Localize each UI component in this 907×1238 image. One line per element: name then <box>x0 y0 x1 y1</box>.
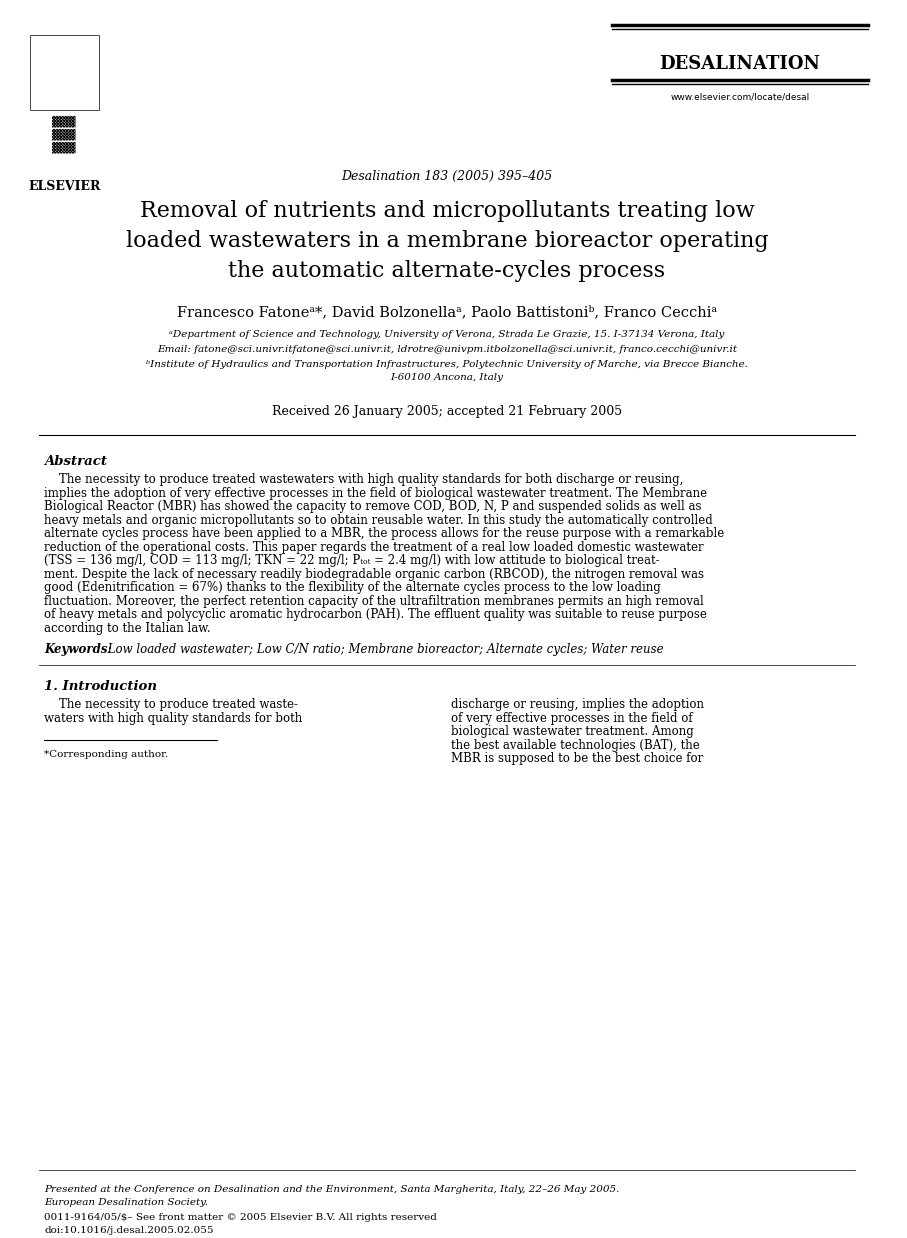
Text: DESALINATION: DESALINATION <box>659 54 821 73</box>
Text: the best available technologies (BAT), the: the best available technologies (BAT), t… <box>451 739 699 751</box>
Text: heavy metals and organic micropollutants so to obtain reusable water. In this st: heavy metals and organic micropollutants… <box>44 514 713 526</box>
Text: Email: fatone@sci.univr.itfatone@sci.univr.it, ldrotre@univpm.itbolzonella@sci.u: Email: fatone@sci.univr.itfatone@sci.uni… <box>157 345 736 354</box>
Text: of heavy metals and polycyclic aromatic hydrocarbon (PAH). The effluent quality : of heavy metals and polycyclic aromatic … <box>44 608 707 621</box>
Text: The necessity to produce treated wastewaters with high quality standards for bot: The necessity to produce treated wastewa… <box>44 473 684 487</box>
Text: reduction of the operational costs. This paper regards the treatment of a real l: reduction of the operational costs. This… <box>44 541 704 553</box>
Text: The necessity to produce treated waste-: The necessity to produce treated waste- <box>44 698 298 711</box>
Text: ELSEVIER: ELSEVIER <box>28 180 101 193</box>
Text: discharge or reusing, implies the adoption: discharge or reusing, implies the adopti… <box>451 698 704 711</box>
Text: ment. Despite the lack of necessary readily biodegradable organic carbon (RBCOD): ment. Despite the lack of necessary read… <box>44 567 705 581</box>
Text: Francesco Fatoneᵃ*, David Bolzonellaᵃ, Paolo Battistoniᵇ, Franco Cecchiᵃ: Francesco Fatoneᵃ*, David Bolzonellaᵃ, P… <box>177 305 717 319</box>
Text: according to the Italian law.: according to the Italian law. <box>44 621 211 635</box>
Text: Presented at the Conference on Desalination and the Environment, Santa Margherit: Presented at the Conference on Desalinat… <box>44 1185 619 1193</box>
Text: www.elsevier.com/locate/desal: www.elsevier.com/locate/desal <box>670 92 810 102</box>
Text: European Desalination Society.: European Desalination Society. <box>44 1198 209 1207</box>
Text: Biological Reactor (MBR) has showed the capacity to remove COD, BOD, N, P and su: Biological Reactor (MBR) has showed the … <box>44 500 702 513</box>
Text: doi:10.1016/j.desal.2005.02.055: doi:10.1016/j.desal.2005.02.055 <box>44 1226 214 1236</box>
Text: (TSS = 136 mg/l, COD = 113 mg/l; TKN = 22 mg/l; Pₜₒₜ = 2.4 mg/l) with low attitu: (TSS = 136 mg/l, COD = 113 mg/l; TKN = 2… <box>44 553 660 567</box>
Text: good (Edenitrification = 67%) thanks to the flexibility of the alternate cycles : good (Edenitrification = 67%) thanks to … <box>44 581 661 594</box>
Text: I-60100 Ancona, Italy: I-60100 Ancona, Italy <box>390 373 503 383</box>
Text: ▓▓▓▓
▓▓▓▓
▓▓▓▓: ▓▓▓▓ ▓▓▓▓ ▓▓▓▓ <box>53 115 76 154</box>
Text: ᵇInstitute of Hydraulics and Transportation Infrastructures, Polytechnic Univers: ᵇInstitute of Hydraulics and Transportat… <box>146 360 748 369</box>
Text: waters with high quality standards for both: waters with high quality standards for b… <box>44 712 303 724</box>
Text: biological wastewater treatment. Among: biological wastewater treatment. Among <box>451 725 694 738</box>
Text: MBR is supposed to be the best choice for: MBR is supposed to be the best choice fo… <box>451 751 703 765</box>
Text: alternate cycles process have been applied to a MBR, the process allows for the : alternate cycles process have been appli… <box>44 527 725 540</box>
Text: the automatic alternate-cycles process: the automatic alternate-cycles process <box>229 260 666 282</box>
Text: loaded wastewaters in a membrane bioreactor operating: loaded wastewaters in a membrane bioreac… <box>125 230 768 253</box>
Text: 0011-9164/05/$– See front matter © 2005 Elsevier B.V. All rights reserved: 0011-9164/05/$– See front matter © 2005 … <box>44 1213 437 1222</box>
Text: *Corresponding author.: *Corresponding author. <box>44 750 169 759</box>
Text: Low loaded wastewater; Low C/N ratio; Membrane bioreactor; Alternate cycles; Wat: Low loaded wastewater; Low C/N ratio; Me… <box>103 643 663 656</box>
Text: Keywords:: Keywords: <box>44 643 112 656</box>
Text: Desalination 183 (2005) 395–405: Desalination 183 (2005) 395–405 <box>341 170 552 183</box>
Text: fluctuation. Moreover, the perfect retention capacity of the ultrafiltration mem: fluctuation. Moreover, the perfect reten… <box>44 594 704 608</box>
Text: 1. Introduction: 1. Introduction <box>44 680 158 693</box>
Text: Received 26 January 2005; accepted 21 February 2005: Received 26 January 2005; accepted 21 Fe… <box>272 405 622 418</box>
Text: implies the adoption of very effective processes in the field of biological wast: implies the adoption of very effective p… <box>44 487 707 499</box>
Text: ᵃDepartment of Science and Technology, University of Verona, Strada Le Grazie, 1: ᵃDepartment of Science and Technology, U… <box>170 331 725 339</box>
Text: of very effective processes in the field of: of very effective processes in the field… <box>451 712 692 724</box>
Text: Removal of nutrients and micropollutants treating low: Removal of nutrients and micropollutants… <box>140 201 755 222</box>
Text: Abstract: Abstract <box>44 456 107 468</box>
